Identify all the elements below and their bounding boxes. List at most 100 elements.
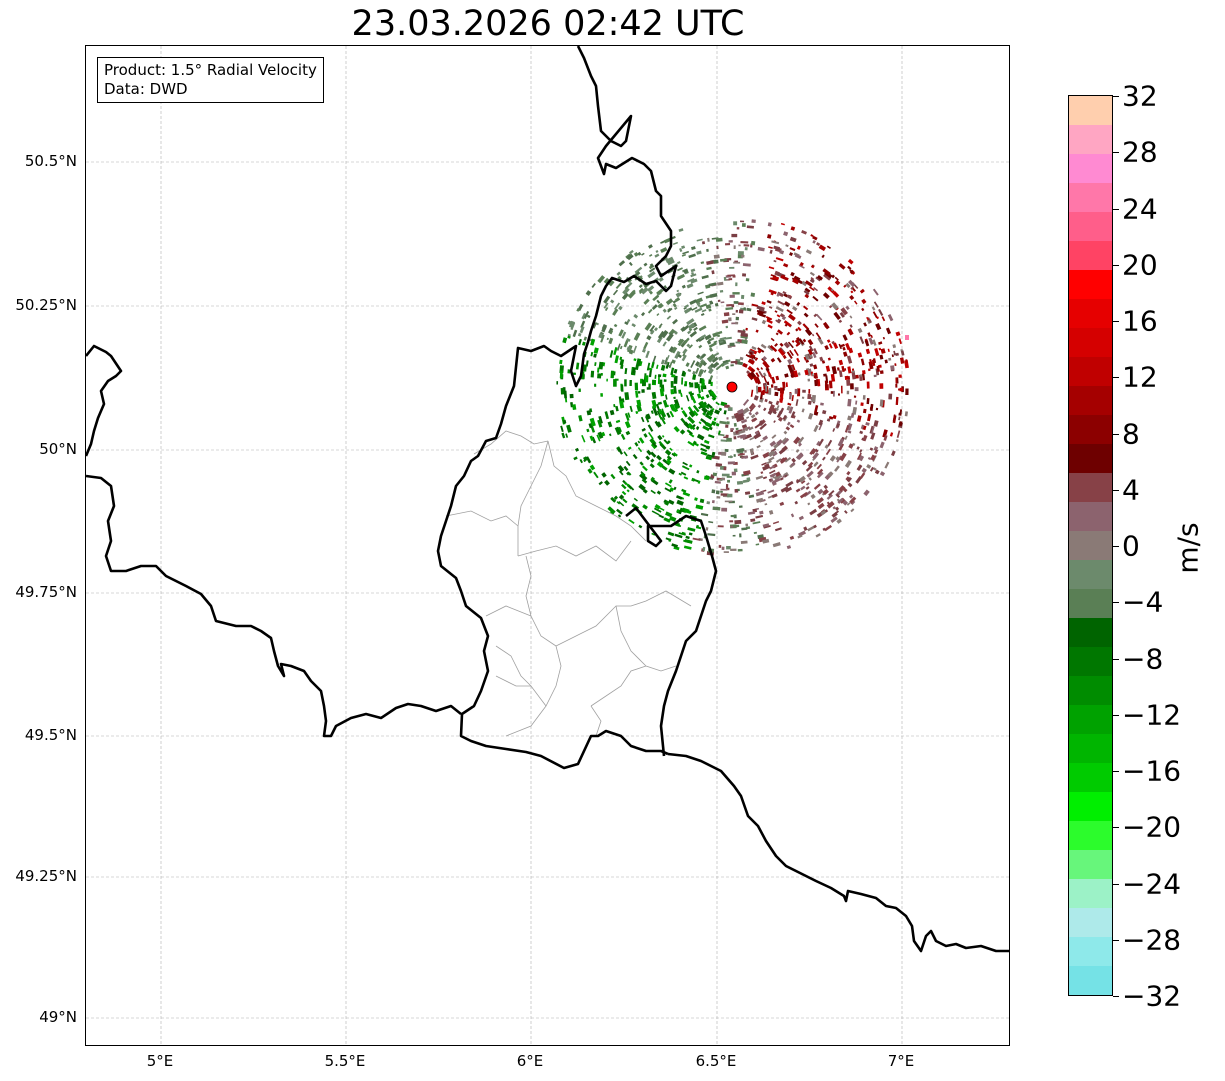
colorbar-band: [1069, 183, 1112, 214]
radar-echo-pixel: [626, 318, 631, 324]
radar-echo-pixel: [640, 286, 649, 295]
radar-echo-pixel: [805, 359, 810, 363]
radar-echo-pixel: [795, 342, 801, 347]
radar-echo-pixel: [769, 469, 776, 475]
radar-echo-pixel: [657, 401, 662, 405]
radar-echo-pixel: [562, 419, 567, 424]
radar-echo-pixel: [701, 309, 707, 313]
radar-echo-pixel: [663, 439, 669, 445]
radar-echo-pixel: [705, 394, 710, 399]
radar-echo-pixel: [668, 468, 676, 475]
radar-echo-pixel: [626, 471, 631, 476]
radar-echo-pixel: [700, 313, 705, 317]
radar-echo-pixel: [783, 320, 792, 327]
radar-echo-pixel: [686, 283, 694, 289]
radar-echo-pixel: [733, 454, 736, 457]
map-area[interactable]: [85, 45, 1010, 1046]
radar-echo-pixel: [805, 486, 810, 490]
radar-echo-pixel: [621, 483, 627, 490]
radar-echo-pixel: [872, 467, 877, 471]
radar-echo-pixel: [692, 370, 696, 375]
radar-echo-pixel: [782, 474, 786, 478]
radar-echo-pixel: [868, 368, 871, 372]
radar-echo-pixel: [709, 375, 714, 381]
radar-echo-pixel: [556, 381, 559, 385]
radar-echo-pixel: [637, 391, 641, 394]
radar-echo-pixel: [767, 450, 776, 458]
radar-echo-pixel: [713, 259, 719, 264]
lon-label-5: 5°E: [146, 1052, 174, 1070]
radar-echo-pixel: [795, 399, 799, 406]
radar-echo-pixel: [862, 370, 866, 375]
radar-echo-pixel: [775, 458, 782, 463]
lat-label-49-75: 49.75°N: [15, 583, 77, 601]
radar-echo-pixel: [830, 288, 834, 292]
colorbar-band: [1069, 618, 1112, 649]
radar-echo-pixel: [723, 410, 727, 415]
radar-echo-pixel: [768, 404, 775, 412]
radar-echo-pixel: [658, 414, 663, 420]
radar-echo-pixel: [770, 277, 778, 282]
radar-echo-pixel: [896, 430, 901, 438]
radar-echo-pixel: [735, 309, 738, 313]
radar-echo-pixel: [878, 308, 884, 316]
cb-tick-0: 0: [1122, 529, 1140, 563]
radar-echo-pixel: [779, 397, 784, 403]
radar-echo-pixel: [848, 443, 854, 449]
radar-echo-pixel: [852, 406, 857, 415]
radar-echo-pixel: [561, 432, 566, 439]
radar-echo-pixel: [646, 362, 651, 371]
radar-echo-pixel: [658, 440, 665, 448]
radar-echo-pixel: [771, 240, 780, 245]
radar-echo-pixel: [818, 419, 824, 426]
radar-echo-pixel: [783, 341, 791, 349]
radar-echo-pixel: [747, 358, 755, 365]
radar-echo-pixel: [808, 389, 811, 394]
radar-echo-pixel: [798, 264, 805, 269]
radar-echo-pixel: [872, 339, 877, 346]
radar-echo-pixel: [742, 398, 750, 406]
radar-echo-pixel: [715, 237, 723, 242]
radar-echo-pixel: [862, 408, 867, 414]
radar-echo-pixel: [832, 427, 836, 432]
colorbar-tick-mark: [1113, 96, 1119, 97]
radar-echo-pixel: [741, 339, 748, 345]
radar-echo-pixel: [752, 521, 761, 525]
radar-echo-pixel: [689, 382, 694, 388]
radar-echo-pixel: [832, 342, 839, 350]
cb-tick-neg28: −28: [1122, 923, 1182, 957]
radar-echo-pixel: [750, 518, 756, 523]
radar-echo-pixel: [822, 409, 827, 415]
radar-echo-pixel: [719, 258, 728, 262]
radar-echo-pixel: [757, 347, 765, 353]
radar-echo-pixel: [654, 253, 660, 258]
radar-echo-pixel: [701, 406, 709, 414]
radar-echo-pixel: [859, 472, 866, 479]
radar-echo-pixel: [813, 483, 821, 490]
radar-echo-pixel: [870, 426, 875, 434]
radar-echo-pixel: [811, 333, 815, 337]
radar-echo-pixel: [759, 439, 764, 443]
radar-echo-pixel: [786, 351, 793, 359]
radar-echo-pixel: [817, 502, 825, 510]
radar-echo-pixel: [613, 379, 617, 387]
radar-echo-pixel: [905, 335, 909, 340]
radar-echo-pixel: [878, 347, 882, 351]
radar-echo-pixel: [724, 336, 732, 340]
radar-echo-pixel: [750, 292, 756, 297]
radar-echo-pixel: [844, 375, 849, 381]
radar-echo-pixel: [672, 241, 679, 246]
radar-echo-pixel: [831, 274, 835, 279]
radar-echo-pixel: [618, 329, 624, 337]
radar-site-marker[interactable]: [726, 381, 738, 393]
radar-echo-pixel: [695, 361, 701, 367]
radar-echo-pixel: [633, 497, 638, 502]
radar-echo-pixel: [796, 357, 800, 363]
radar-echo-pixel: [708, 426, 713, 431]
radar-echo-pixel: [683, 545, 692, 550]
radar-echo-pixel: [869, 403, 874, 411]
radar-echo-pixel: [809, 448, 816, 456]
radar-echo-pixel: [844, 510, 848, 514]
radar-echo-pixel: [646, 449, 652, 456]
radar-echo-pixel: [742, 362, 748, 368]
